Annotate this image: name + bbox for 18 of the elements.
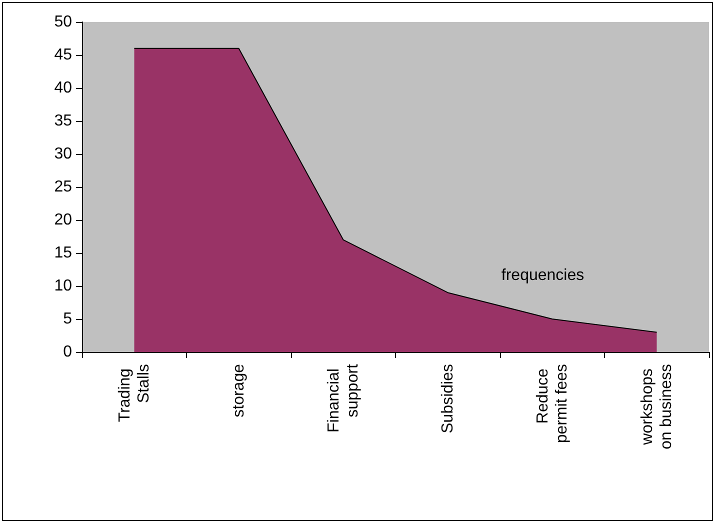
series-label: frequencies <box>501 267 584 284</box>
x-tick-label: Trading Stalls <box>116 364 152 422</box>
y-tick-label: 50 <box>54 14 72 30</box>
y-tick-label: 30 <box>54 146 72 162</box>
y-tick-label: 20 <box>54 212 72 228</box>
y-tick-label: 25 <box>54 178 72 196</box>
y-tick-label: 45 <box>54 46 72 64</box>
x-tick-label: Financial support <box>325 363 362 432</box>
y-tick-label: 10 <box>54 278 72 294</box>
y-tick-label: 35 <box>54 112 72 130</box>
y-tick-label: 5 <box>63 310 72 328</box>
y-tick-label: 40 <box>54 80 72 96</box>
y-tick-label: 0 <box>63 344 72 360</box>
x-tick-label: workshops on business <box>638 364 675 450</box>
x-tick-label: Subsidies <box>439 364 456 434</box>
x-tick-label: Reduce permit fees <box>534 364 570 444</box>
x-tick-label: storage <box>230 364 248 418</box>
y-tick-label: 15 <box>54 244 72 262</box>
